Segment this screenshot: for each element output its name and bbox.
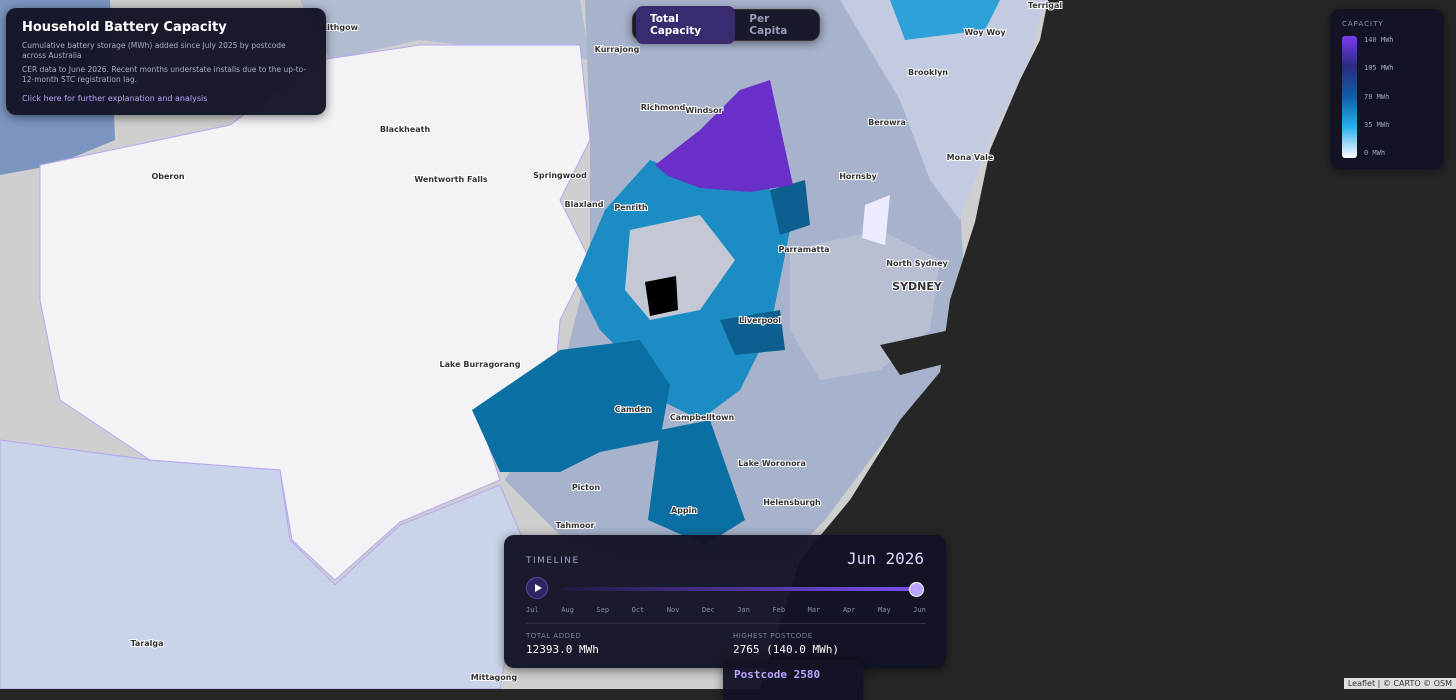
stat-value: 12393.0 MWh [526,643,599,656]
stat: TOTAL ADDED 12393.0 MWh [526,632,599,656]
legend-tick: 0 MWh [1364,149,1386,157]
legend-gradient [1342,36,1357,158]
tooltip: Postcode 2580 [723,660,863,700]
place-label: Berowra [868,118,906,127]
stat-value: 2765 (140.0 MWh) [733,643,839,656]
metric-toggle: Total Capacity Per Capita [632,6,820,44]
month-label[interactable]: Dec [702,606,715,614]
timeline-current: Jun 2026 [846,549,924,568]
month-label[interactable]: Sep [596,606,610,614]
place-label: Richmond [641,103,686,112]
info-title: Household Battery Capacity [22,20,227,35]
place-label: Springwood [533,171,587,180]
info-panel: Household Battery Capacity Cumulative ba… [6,8,326,115]
place-label: Taralga [130,639,163,648]
toggle-button[interactable]: Total Capacity [636,6,736,44]
info-note: CER data to June 2026. Recent months und… [22,65,307,85]
place-label: Helensburgh [763,498,821,507]
stat: HIGHEST POSTCODE 2765 (140.0 MWh) [733,632,839,656]
timeline-track[interactable] [562,587,916,591]
month-label[interactable]: Feb [772,606,786,614]
place-label: Campbelltown [670,413,735,422]
place-label: Parramatta [778,245,829,254]
place-label: Woy Woy [964,28,1006,37]
place-label: Penrith [614,203,647,212]
place-label: Windsor [685,106,722,115]
place-label: Liverpool [739,316,781,325]
timeline-label: TIMELINE [526,556,580,566]
place-label: Lake Woronora [738,459,806,468]
place-label: Mittagong [471,673,518,682]
place-label: Oberon [151,172,184,181]
month-label[interactable]: Jul [526,606,539,614]
place-label: Appin [671,506,697,515]
month-label[interactable]: Apr [842,606,856,614]
month-label[interactable]: Jun [913,606,926,614]
place-label: SYDNEY [892,280,943,293]
place-label: Kurrajong [595,45,640,54]
stat-label: TOTAL ADDED [526,632,582,640]
month-label[interactable]: Nov [666,606,680,614]
divider [526,623,926,624]
place-label: Hornsby [839,172,877,181]
legend-tick: 70 MWh [1364,93,1390,101]
place-label: Picton [572,483,601,492]
month-label[interactable]: Oct [631,606,645,614]
play-button[interactable] [526,577,548,599]
legend-tick: 140 MWh [1364,36,1394,44]
place-label: Terrigal [1028,1,1063,10]
month-label[interactable]: Jan [737,606,750,614]
place-label: Lake Burragorang [440,360,521,369]
place-label: Tahmoor [556,521,595,530]
place-label: Blaxland [565,200,604,209]
legend-title: CAPACITY [1342,20,1384,28]
place-label: Blackheath [380,125,431,134]
timeline-knob[interactable] [909,582,924,597]
month-label[interactable]: May [878,606,891,614]
place-label: Mona Vale [947,153,994,162]
place-label: Wentworth Falls [414,175,488,184]
legend: CAPACITY 140 MWh 105 MWh 70 MWh 35 MWh 0… [1330,9,1444,169]
info-link[interactable]: Click here for further explanation and a… [22,93,208,103]
place-label: Lithgow [322,23,359,32]
legend-tick: 105 MWh [1364,64,1394,72]
month-labels: Jul Aug Sep Oct Nov Dec Jan Feb Mar Apr May Jun [526,606,926,614]
month-label[interactable]: Aug [561,606,574,614]
info-subtitle: Cumulative battery storage (MWh) added s… [22,41,286,61]
place-label: Brooklyn [908,68,948,77]
legend-tick: 35 MWh [1364,121,1390,129]
tooltip-title: Postcode 2580 [734,668,821,681]
attribution[interactable]: Leaflet | © CARTO © OSM [1343,678,1456,689]
place-label: North Sydney [886,259,948,268]
month-label[interactable]: Mar [807,606,821,614]
place-label: Camden [615,405,652,414]
stat-label: HIGHEST POSTCODE [733,632,813,640]
timeline-panel: TIMELINE Jun 2026 Jul Aug Sep Oct Nov Dec Jan F… [504,535,946,668]
toggle-button[interactable]: Per Capita [749,13,788,37]
